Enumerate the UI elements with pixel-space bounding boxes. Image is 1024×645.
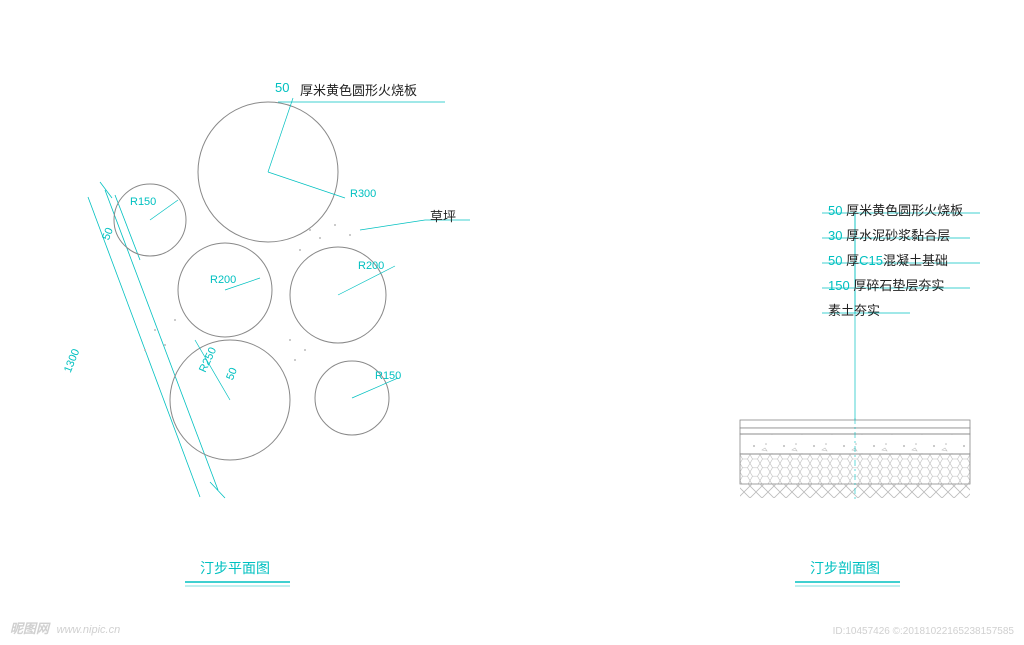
plan-callout-text: 厚米黄色圆形火烧板 (300, 80, 417, 99)
grass-label: 草坪 (430, 206, 456, 225)
r300: R300 (350, 188, 376, 200)
section-box (740, 420, 970, 498)
sec-l1: 50 厚米黄色圆形火烧板 (828, 200, 963, 219)
sec-l5: 素土夯实 (828, 300, 880, 319)
section-title: 汀步剖面图 (810, 558, 880, 578)
r150a: R150 (130, 196, 156, 208)
plan-title: 汀步平面图 (200, 558, 270, 578)
watermark-brand: 昵图网 www.nipic.cn (10, 618, 120, 637)
sec-l3: 50 厚C15混凝土基础 (828, 250, 948, 269)
diagram-svg (0, 0, 1024, 645)
sec-l2: 30 厚水泥砂浆黏合层 (828, 225, 950, 244)
r200b: R200 (358, 260, 384, 272)
sec-l4: 150 厚碎石垫层夯实 (828, 275, 944, 294)
watermark-id: ID:10457426 ©:20181022165238157585 (833, 626, 1014, 637)
r200a: R200 (210, 274, 236, 286)
plan-callout-num: 50 (275, 80, 289, 95)
plan-view (88, 98, 470, 586)
grass-texture (144, 224, 351, 361)
r150b: R150 (375, 370, 401, 382)
